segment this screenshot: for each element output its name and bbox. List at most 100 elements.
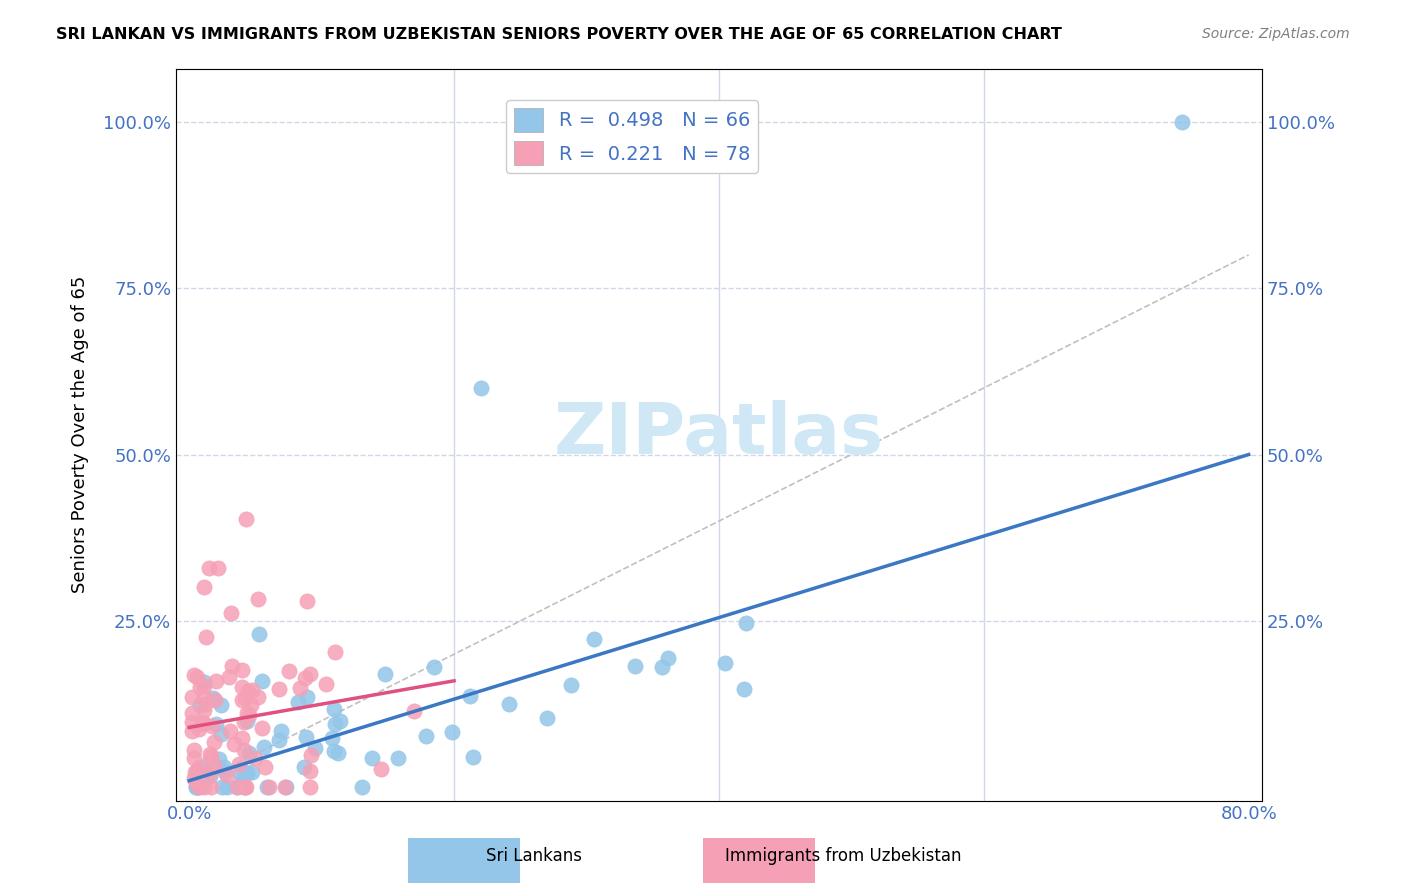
Sri Lankans: [205, 717, 228, 731]
Immigrants from Uzbekistan: [240, 698, 263, 712]
Sri Lankans: [326, 746, 349, 760]
Immigrants from Uzbekistan: [233, 690, 256, 705]
Sri Lankans: [187, 780, 209, 795]
Sri Lankans: [297, 690, 319, 704]
Sri Lankans: [186, 764, 208, 779]
Immigrants from Uzbekistan: [235, 512, 257, 526]
Sri Lankans: [238, 746, 260, 760]
Text: Sri Lankans: Sri Lankans: [486, 847, 582, 865]
Text: Source: ZipAtlas.com: Source: ZipAtlas.com: [1202, 27, 1350, 41]
Sri Lankans: [304, 740, 326, 755]
Immigrants from Uzbekistan: [187, 722, 209, 736]
Sri Lankans: [231, 774, 253, 789]
Sri Lankans: [651, 660, 673, 674]
Immigrants from Uzbekistan: [188, 680, 211, 694]
Immigrants from Uzbekistan: [180, 706, 202, 720]
Immigrants from Uzbekistan: [274, 780, 297, 795]
Sri Lankans: [240, 764, 263, 779]
Immigrants from Uzbekistan: [299, 764, 322, 779]
Sri Lankans: [232, 780, 254, 795]
Immigrants from Uzbekistan: [193, 690, 215, 704]
Sri Lankans: [194, 757, 217, 772]
Immigrants from Uzbekistan: [198, 765, 221, 780]
Immigrants from Uzbekistan: [298, 780, 321, 795]
FancyBboxPatch shape: [669, 825, 849, 892]
Sri Lankans: [624, 659, 647, 673]
Sri Lankans: [1171, 115, 1194, 129]
Sri Lankans: [440, 724, 463, 739]
Sri Lankans: [361, 751, 384, 765]
Text: ZIPatlas: ZIPatlas: [554, 401, 884, 469]
Sri Lankans: [323, 702, 346, 716]
Immigrants from Uzbekistan: [225, 780, 247, 795]
Immigrants from Uzbekistan: [180, 724, 202, 739]
Sri Lankans: [247, 627, 270, 641]
Immigrants from Uzbekistan: [294, 671, 316, 685]
Sri Lankans: [250, 674, 273, 689]
Sri Lankans: [733, 681, 755, 696]
Immigrants from Uzbekistan: [219, 724, 242, 739]
Sri Lankans: [458, 690, 481, 704]
Immigrants from Uzbekistan: [254, 760, 277, 774]
Sri Lankans: [415, 729, 437, 743]
Sri Lankans: [214, 764, 236, 779]
Immigrants from Uzbekistan: [233, 714, 256, 729]
Immigrants from Uzbekistan: [191, 714, 214, 729]
Sri Lankans: [350, 780, 373, 795]
Immigrants from Uzbekistan: [231, 663, 253, 677]
Immigrants from Uzbekistan: [250, 721, 273, 735]
Text: Immigrants from Uzbekistan: Immigrants from Uzbekistan: [725, 847, 962, 865]
Immigrants from Uzbekistan: [193, 679, 215, 693]
Sri Lankans: [184, 780, 207, 795]
Sri Lankans: [714, 656, 737, 670]
Immigrants from Uzbekistan: [200, 780, 222, 795]
Immigrants from Uzbekistan: [200, 749, 222, 764]
Sri Lankans: [498, 697, 520, 711]
Immigrants from Uzbekistan: [222, 738, 245, 752]
Immigrants from Uzbekistan: [198, 747, 221, 762]
Immigrants from Uzbekistan: [187, 760, 209, 774]
Sri Lankans: [657, 651, 679, 665]
Immigrants from Uzbekistan: [325, 645, 347, 659]
Sri Lankans: [422, 660, 444, 674]
Sri Lankans: [583, 632, 606, 646]
Immigrants from Uzbekistan: [231, 693, 253, 707]
Immigrants from Uzbekistan: [235, 780, 257, 795]
Immigrants from Uzbekistan: [221, 606, 243, 620]
Sri Lankans: [735, 615, 758, 630]
Immigrants from Uzbekistan: [204, 673, 226, 688]
Sri Lankans: [274, 780, 297, 795]
Sri Lankans: [292, 760, 315, 774]
Y-axis label: Seniors Poverty Over the Age of 65: Seniors Poverty Over the Age of 65: [72, 276, 89, 593]
Immigrants from Uzbekistan: [193, 580, 215, 594]
Sri Lankans: [217, 780, 239, 795]
Immigrants from Uzbekistan: [232, 743, 254, 757]
Immigrants from Uzbekistan: [184, 776, 207, 790]
Immigrants from Uzbekistan: [402, 704, 425, 718]
Sri Lankans: [209, 727, 232, 741]
Sri Lankans: [323, 717, 346, 731]
Sri Lankans: [212, 760, 235, 774]
Sri Lankans: [186, 780, 208, 795]
Immigrants from Uzbekistan: [298, 666, 321, 681]
Sri Lankans: [188, 698, 211, 713]
Immigrants from Uzbekistan: [370, 762, 392, 776]
Immigrants from Uzbekistan: [240, 682, 263, 697]
Immigrants from Uzbekistan: [315, 677, 337, 691]
Sri Lankans: [256, 780, 278, 795]
Immigrants from Uzbekistan: [218, 670, 240, 684]
Sri Lankans: [253, 739, 276, 754]
Immigrants from Uzbekistan: [295, 594, 318, 608]
Immigrants from Uzbekistan: [238, 707, 260, 722]
Immigrants from Uzbekistan: [299, 747, 322, 762]
Immigrants from Uzbekistan: [193, 703, 215, 717]
Immigrants from Uzbekistan: [217, 768, 239, 782]
Sri Lankans: [560, 678, 582, 692]
Sri Lankans: [198, 769, 221, 783]
Sri Lankans: [374, 667, 396, 681]
Sri Lankans: [184, 780, 207, 795]
Immigrants from Uzbekistan: [246, 592, 269, 607]
Sri Lankans: [463, 750, 485, 764]
Immigrants from Uzbekistan: [290, 681, 312, 696]
Sri Lankans: [202, 690, 225, 705]
